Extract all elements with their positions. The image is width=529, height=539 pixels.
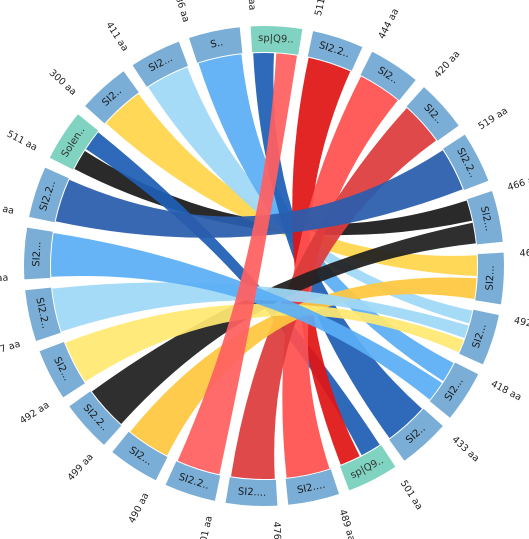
segment-arc-si_t bbox=[24, 227, 53, 280]
segment-arc-si_e bbox=[360, 51, 416, 101]
segment-layer bbox=[24, 26, 504, 506]
segment-length-spq_bot: 501 aa bbox=[398, 478, 425, 512]
segment-length-si_e: 444 aa bbox=[377, 7, 402, 41]
segment-length-si_b: 411 aa bbox=[103, 20, 130, 54]
segment-arc-spq_bot bbox=[340, 445, 396, 491]
segment-length-si_m: 489 aa bbox=[337, 508, 357, 539]
segment-name-si_c: S.. bbox=[209, 37, 224, 50]
segment-length-si_j: 492 aa bbox=[513, 315, 529, 333]
segment-length-si_t: 446 aa bbox=[0, 273, 9, 286]
segment-arc-si_j bbox=[459, 309, 499, 365]
ribbon-si_o-spq_top bbox=[177, 53, 297, 475]
segment-length-si_o: 501 aa bbox=[197, 515, 215, 539]
segment-arc-si_p bbox=[112, 431, 168, 481]
segment-arc-si_s bbox=[25, 287, 61, 341]
segment-arc-si_d bbox=[307, 31, 363, 71]
segment-name-spq_top: sp|Q9.. bbox=[258, 33, 294, 46]
ribbon-si_c-si_k bbox=[198, 54, 454, 382]
segment-length-soln: 511 aa bbox=[5, 129, 39, 154]
ribbon-si_f-si_n bbox=[231, 108, 437, 479]
segment-arc-si_u bbox=[29, 167, 69, 223]
segment-length-spq_top: 535 aa bbox=[245, 0, 258, 11]
segment-arc-si_l bbox=[389, 408, 443, 461]
segment-name-si_n: SI2.... bbox=[238, 486, 267, 498]
segment-arc-si_m bbox=[285, 469, 339, 505]
segment-length-si_p: 490 aa bbox=[127, 491, 152, 525]
segment-name-si_t: SI2... bbox=[31, 241, 43, 267]
segment-length-si_a: 300 aa bbox=[47, 68, 79, 98]
segment-arc-si_c bbox=[189, 27, 243, 63]
segment-arc-si_n bbox=[225, 477, 278, 506]
segment-arc-si_q bbox=[69, 391, 122, 445]
segment-length-si_i: 465 aa bbox=[519, 247, 529, 260]
segment-name-si_i: SI2... bbox=[485, 265, 497, 291]
segment-length-si_q: 499 aa bbox=[66, 452, 96, 484]
ribbon-si_h-si_q bbox=[91, 222, 476, 424]
ribbon-layer bbox=[51, 52, 478, 479]
segment-length-si_r: 492 aa bbox=[18, 400, 52, 427]
segment-arc-si_o bbox=[165, 461, 221, 501]
segment-length-si_l: 433 aa bbox=[450, 434, 482, 464]
segment-length-si_u: 516 aa bbox=[0, 199, 15, 217]
segment-arc-si_g bbox=[443, 134, 489, 190]
segment-arc-soln bbox=[49, 114, 99, 170]
segment-arc-si_f bbox=[406, 87, 459, 141]
segment-length-si_k: 418 aa bbox=[489, 379, 523, 404]
segment-arc-si_k bbox=[429, 362, 479, 418]
ribbon-si_b-si_j bbox=[148, 67, 473, 324]
segment-length-si_f: 420 aa bbox=[432, 49, 462, 81]
ribbon-si_k-si_t bbox=[51, 233, 442, 400]
segment-name-si_h: SI2... bbox=[478, 205, 494, 232]
segment-arc-si_h bbox=[467, 191, 503, 245]
segment-length-si_d: 511 aa bbox=[313, 0, 331, 17]
ribbon-soln-spq_bot bbox=[86, 132, 380, 456]
segment-arc-si_b bbox=[132, 41, 188, 87]
ribbon-spq_top-si_l bbox=[253, 52, 422, 439]
ribbon-si_j-si_s bbox=[52, 282, 469, 338]
segment-arc-si_i bbox=[475, 252, 504, 305]
segment-arc-si_a bbox=[85, 71, 139, 124]
segment-length-si_c: 186 aa bbox=[171, 0, 191, 24]
segment-length-si_h: 466 aa bbox=[506, 173, 529, 193]
ribbon-si_g-si_u bbox=[55, 150, 463, 238]
ribbon-si_d-spq_bot bbox=[292, 57, 360, 465]
ribbon-si_j-si_r bbox=[65, 303, 464, 382]
segment-length-si_n: 476 aa bbox=[271, 521, 284, 539]
segment-length-si_g: 519 aa bbox=[476, 105, 510, 132]
ribbon-si_a-si_i bbox=[106, 93, 478, 277]
segment-length-si_s: 497 aa bbox=[0, 339, 22, 359]
segment-arc-spq_top bbox=[250, 26, 303, 55]
segment-arc-si_r bbox=[39, 342, 85, 398]
